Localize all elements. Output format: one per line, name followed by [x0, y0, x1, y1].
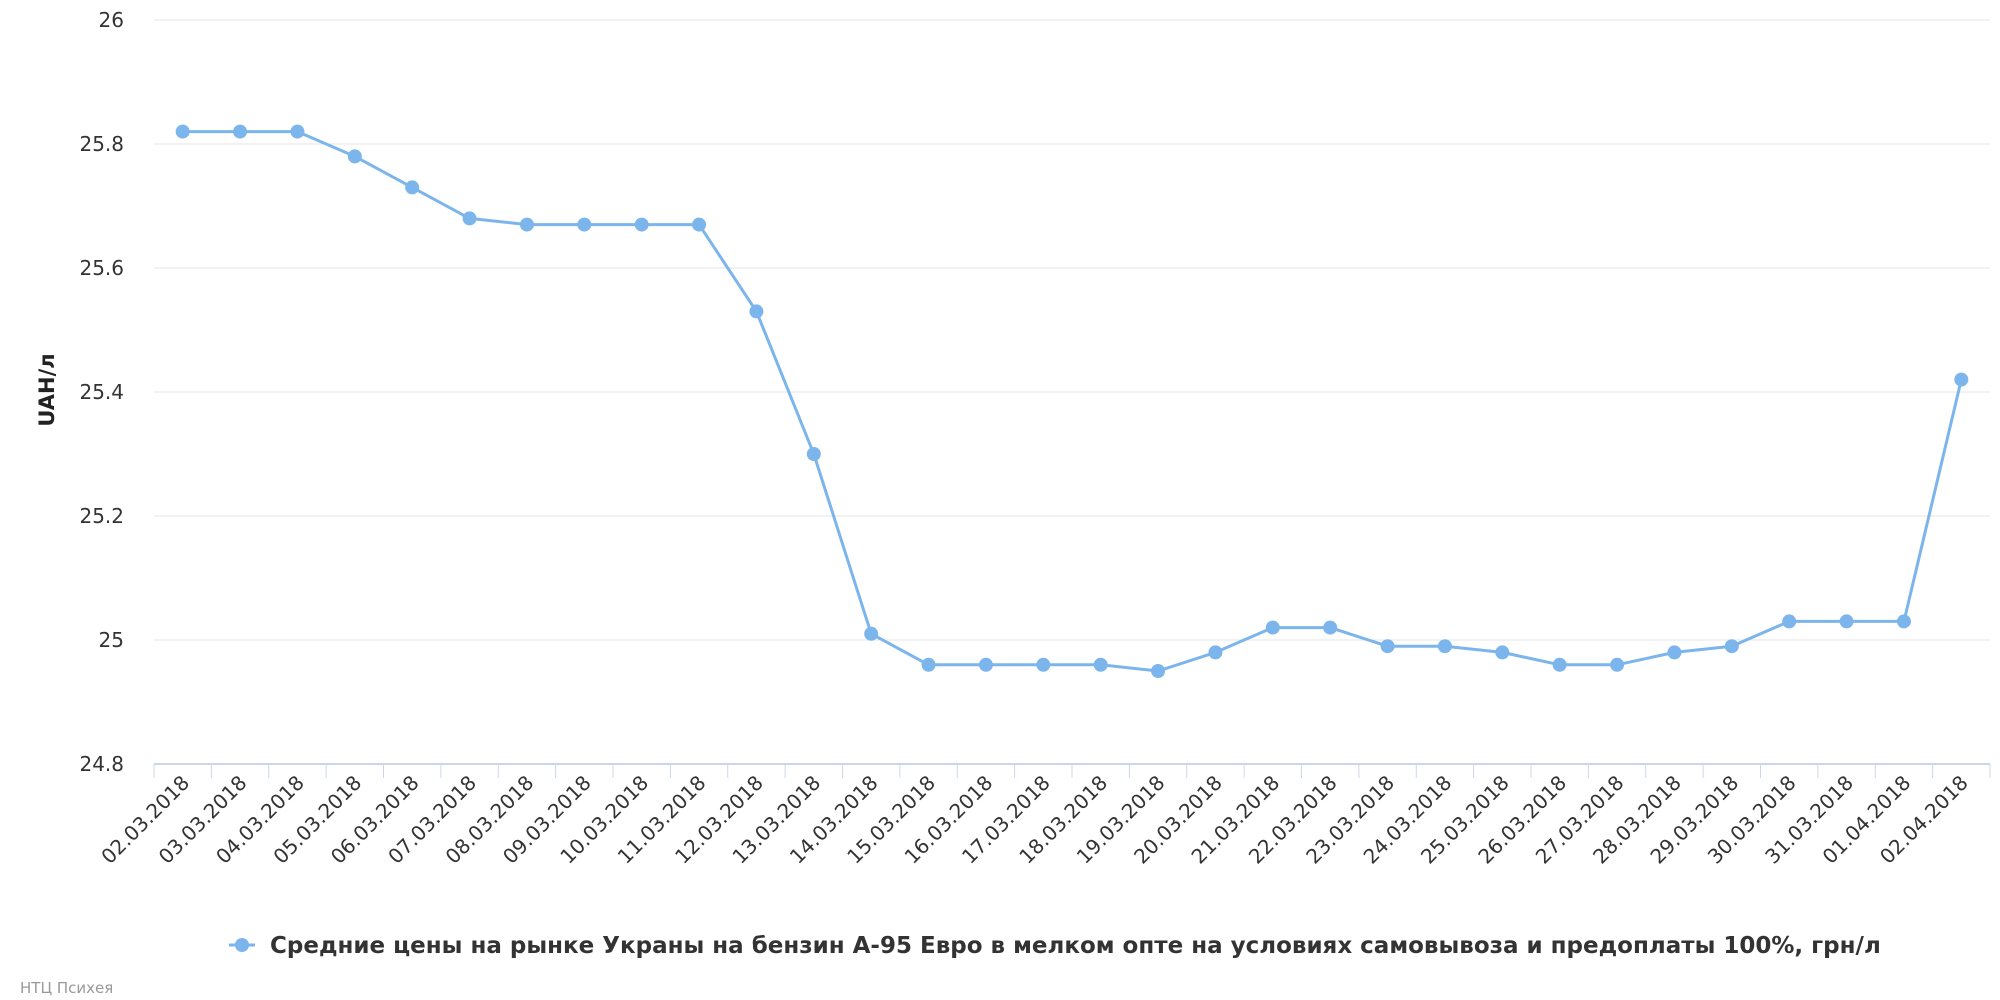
data-point[interactable] — [1036, 657, 1051, 672]
data-point[interactable] — [1265, 620, 1280, 635]
data-point[interactable] — [1208, 645, 1223, 660]
data-point[interactable] — [1495, 645, 1510, 660]
data-point[interactable] — [1667, 645, 1682, 660]
data-point[interactable] — [290, 124, 305, 139]
data-point[interactable] — [405, 180, 420, 195]
y-tick-label: 25.8 — [79, 132, 124, 156]
data-point[interactable] — [1093, 657, 1108, 672]
data-point[interactable] — [347, 149, 362, 164]
y-tick-label: 25 — [99, 628, 124, 652]
y-tick-label: 25.6 — [79, 256, 124, 280]
grid-lines — [154, 19, 1990, 641]
y-tick-label: 26 — [99, 8, 124, 32]
series-layer — [175, 124, 1969, 678]
legend[interactable]: Средние цены на рынке Украны на бензин А… — [229, 933, 1881, 959]
data-point[interactable] — [864, 626, 879, 641]
x-axis: 02.03.201803.03.201804.03.201805.03.2018… — [96, 763, 1991, 869]
data-point[interactable] — [519, 217, 534, 232]
data-point[interactable] — [1610, 657, 1625, 672]
data-point[interactable] — [692, 217, 707, 232]
series-line — [181, 130, 1963, 673]
data-point[interactable] — [1437, 639, 1452, 654]
data-point[interactable] — [462, 211, 477, 226]
data-point[interactable] — [1839, 614, 1854, 629]
data-point[interactable] — [233, 124, 248, 139]
data-point[interactable] — [1552, 657, 1567, 672]
data-point[interactable] — [921, 657, 936, 672]
data-point[interactable] — [634, 217, 649, 232]
y-tick-label: 24.8 — [79, 752, 124, 776]
data-point[interactable] — [175, 124, 190, 139]
data-point[interactable] — [1954, 372, 1969, 387]
data-point[interactable] — [1724, 639, 1739, 654]
y-axis-title: UAH/л — [35, 353, 59, 426]
y-tick-label: 25.2 — [79, 504, 124, 528]
legend-marker-icon — [235, 938, 249, 952]
data-point[interactable] — [978, 657, 993, 672]
data-point[interactable] — [1782, 614, 1797, 629]
legend-item-label: Средние цены на рынке Украны на бензин А… — [270, 933, 1881, 959]
data-point[interactable] — [577, 217, 592, 232]
y-tick-label: 25.4 — [79, 380, 124, 404]
data-point[interactable] — [1896, 614, 1911, 629]
y-axis: 24.8 25 25.2 25.4 25.6 25.8 26 — [79, 8, 124, 776]
data-point[interactable] — [1323, 620, 1338, 635]
credits-label[interactable]: НТЦ Психея — [20, 979, 113, 997]
data-point[interactable] — [749, 304, 764, 319]
data-point[interactable] — [1380, 639, 1395, 654]
data-point[interactable] — [806, 447, 821, 461]
data-point[interactable] — [1151, 664, 1166, 678]
